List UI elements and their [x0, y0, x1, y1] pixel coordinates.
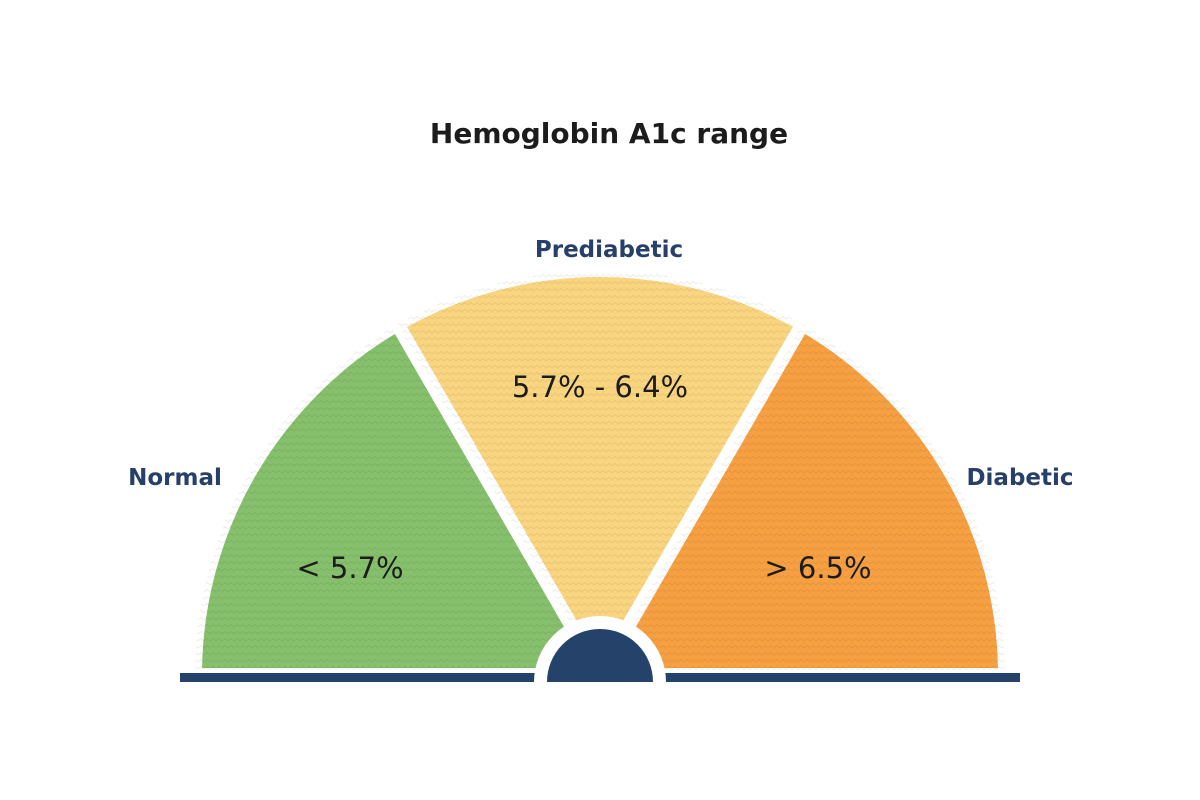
- segment-range: > 6.5%: [764, 551, 871, 585]
- segment-label: Diabetic: [966, 465, 1073, 491]
- hub: [547, 629, 653, 682]
- segment-range: < 5.7%: [296, 551, 403, 585]
- sector-texture: [195, 324, 600, 675]
- sector-texture: [600, 324, 1005, 675]
- segment-label: Normal: [128, 465, 222, 491]
- segment-label: Prediabetic: [535, 237, 683, 263]
- sector-texture: [397, 270, 803, 675]
- title: Hemoglobin A1c range: [430, 117, 788, 150]
- sectors: [188, 263, 1012, 682]
- segment-range: 5.7% - 6.4%: [512, 370, 688, 404]
